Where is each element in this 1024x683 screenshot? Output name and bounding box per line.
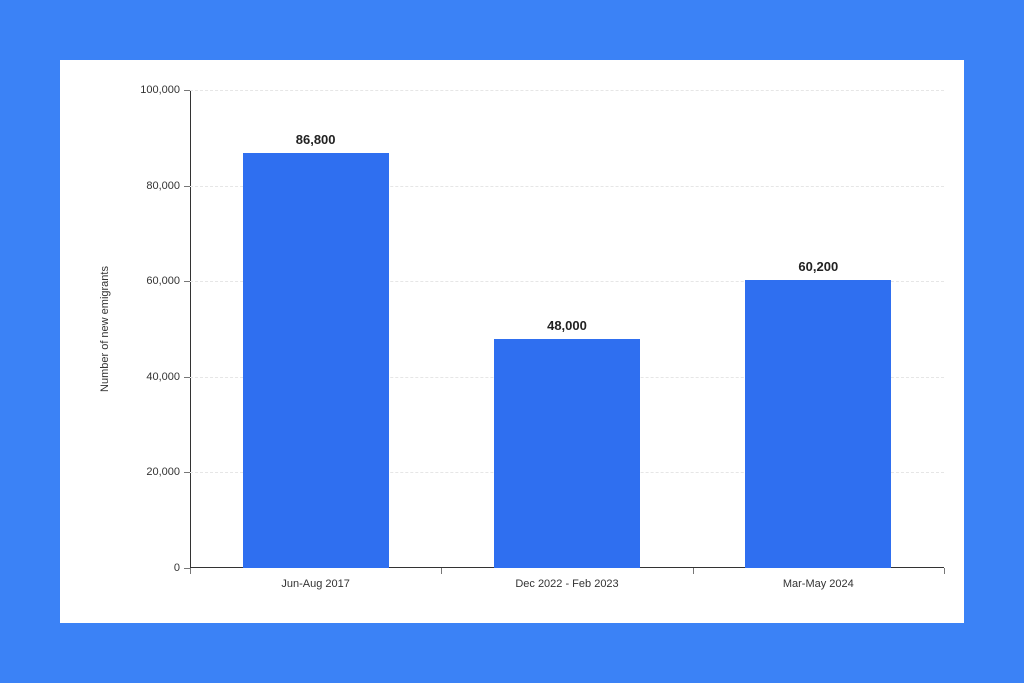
outer-canvas: 020,00040,00060,00080,000100,00086,800Ju… xyxy=(0,0,1024,683)
gridline xyxy=(190,90,944,91)
y-tick-label: 100,000 xyxy=(140,84,190,96)
x-tick-label: Dec 2022 - Feb 2023 xyxy=(515,568,618,590)
bar: 86,800 xyxy=(243,153,389,568)
y-tick-label: 40,000 xyxy=(146,371,190,383)
plot-area: 020,00040,00060,00080,000100,00086,800Ju… xyxy=(190,90,944,568)
x-tick-label: Jun-Aug 2017 xyxy=(281,568,350,590)
chart-panel: 020,00040,00060,00080,000100,00086,800Ju… xyxy=(60,60,964,623)
x-tick-mark xyxy=(944,568,945,574)
y-tick-label: 20,000 xyxy=(146,466,190,478)
y-tick-label: 80,000 xyxy=(146,180,190,192)
y-axis-title: Number of new emigrants xyxy=(99,266,111,392)
y-tick-label: 60,000 xyxy=(146,275,190,287)
bar-value-label: 48,000 xyxy=(547,318,587,339)
y-axis-line xyxy=(190,90,191,568)
bar-value-label: 86,800 xyxy=(296,132,336,153)
bar: 48,000 xyxy=(494,339,640,568)
x-tick-mark xyxy=(190,568,191,574)
bar-value-label: 60,200 xyxy=(798,259,838,280)
x-tick-label: Mar-May 2024 xyxy=(783,568,854,590)
x-tick-mark xyxy=(441,568,442,574)
x-tick-mark xyxy=(693,568,694,574)
y-tick-label: 0 xyxy=(174,562,190,574)
bar: 60,200 xyxy=(745,280,891,568)
